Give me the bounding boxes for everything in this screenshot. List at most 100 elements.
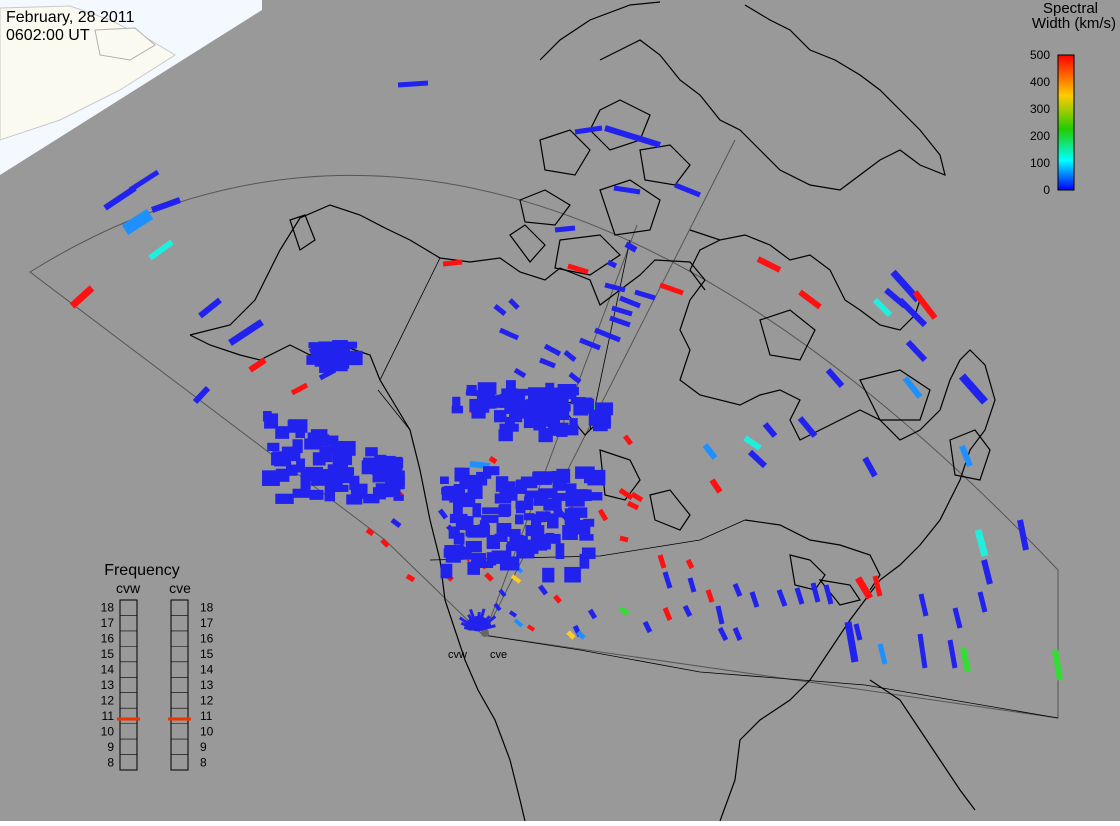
echo-cell: [344, 341, 357, 349]
echo-cell: [476, 471, 488, 486]
echo-cell: [465, 540, 482, 553]
echo-cell: [482, 507, 500, 515]
echo-cell: [477, 561, 494, 569]
backscatter-echoes: [69, 80, 1063, 681]
daylight-island: [94, 27, 156, 61]
echo-cell: [535, 511, 551, 523]
echo-cell: [296, 458, 305, 473]
echo-cell: [518, 400, 535, 410]
echo-cell: [494, 410, 507, 423]
echo-cell: [905, 339, 928, 363]
time-label: 0602:00 UT: [6, 27, 90, 44]
echo-cell: [490, 399, 508, 408]
echo-cell: [539, 357, 556, 369]
echo-cell: [540, 408, 556, 425]
echo-cell: [797, 416, 818, 438]
frequency-tick-label-right: 8: [200, 755, 207, 769]
echo-cell: [543, 343, 562, 357]
date-label: February, 28 2011: [6, 9, 134, 26]
echo-cell: [275, 468, 290, 482]
echo-cell: [472, 503, 482, 518]
echo-cell: [349, 475, 360, 490]
echo-cell: [877, 643, 888, 665]
echo-cell: [604, 282, 626, 293]
echo-cell: [576, 630, 586, 640]
echo-cell: [613, 185, 641, 195]
echo-cell: [477, 624, 496, 632]
echo-cell: [324, 490, 336, 502]
echo-cell: [542, 567, 555, 583]
echo-cell: [290, 382, 309, 396]
echo-cell: [469, 461, 491, 469]
echo-cell: [467, 524, 486, 538]
echo-cell: [634, 289, 656, 301]
echo-cell: [371, 457, 383, 467]
frequency-tick-label-left: 8: [107, 755, 114, 769]
echo-cell: [312, 452, 326, 466]
echo-cell: [545, 387, 564, 403]
echo-cell: [594, 327, 621, 343]
echo-cell: [702, 443, 718, 460]
echo-cell: [515, 500, 532, 509]
echo-cell: [526, 624, 536, 632]
fov-outline: [29, 174, 1059, 719]
echo-cell: [579, 337, 601, 351]
echo-cell: [393, 494, 404, 501]
echo-cell: [493, 304, 507, 316]
echo-cell: [762, 422, 778, 438]
echo-cell: [267, 442, 280, 452]
echo-cell: [1052, 649, 1063, 681]
echo-cell: [150, 197, 182, 213]
echo-cell: [324, 477, 343, 493]
echo-cell: [587, 608, 598, 620]
echo-cell: [657, 554, 667, 569]
echo-cell: [438, 508, 448, 520]
echo-cell: [365, 527, 375, 537]
echo-cell: [148, 239, 174, 261]
echo-cell: [659, 282, 684, 296]
echo-cell: [674, 182, 701, 198]
echo-cell: [560, 424, 579, 436]
echo-cell: [558, 386, 579, 396]
echo-cell: [532, 400, 542, 417]
echo-cell: [579, 534, 594, 541]
echo-cell: [576, 526, 591, 535]
echo-cell: [749, 591, 760, 608]
frequency-tick-label-left: 16: [101, 632, 115, 646]
echo-cell: [618, 487, 634, 501]
echo-cell: [466, 384, 477, 396]
cvw-site-label: cvw: [448, 649, 467, 661]
echo-cell: [505, 380, 516, 396]
echo-cell: [515, 479, 527, 491]
echo-cell: [732, 583, 743, 597]
echo-cell: [546, 513, 559, 529]
echo-cell: [959, 373, 988, 405]
echo-cell: [516, 547, 535, 559]
echo-cell: [495, 476, 509, 492]
frequency-tick-label-right: 10: [200, 724, 214, 738]
spectral-width-colorbar: Spectral Width (km/s) 500 400 300 200 100 0: [1030, 0, 1116, 197]
frequency-tick-label-right: 12: [200, 693, 214, 707]
echo-cell: [912, 290, 938, 320]
echo-cell: [563, 350, 577, 362]
echo-cell: [583, 474, 600, 484]
echo-cell: [498, 429, 513, 442]
echo-cell: [510, 486, 527, 494]
echo-cell: [618, 606, 630, 616]
echo-cell: [326, 435, 339, 446]
echo-cell: [471, 410, 486, 419]
echo-cell: [275, 426, 290, 439]
echo-cell: [510, 574, 522, 584]
echo-cell: [505, 528, 521, 537]
echo-cell: [331, 444, 349, 452]
frequency-tick-label-right: 16: [200, 632, 214, 646]
echo-cell: [798, 289, 822, 310]
echo-cell: [443, 548, 453, 558]
echo-cell: [574, 125, 603, 135]
echo-cell: [507, 492, 518, 501]
echo-cell: [452, 396, 461, 409]
